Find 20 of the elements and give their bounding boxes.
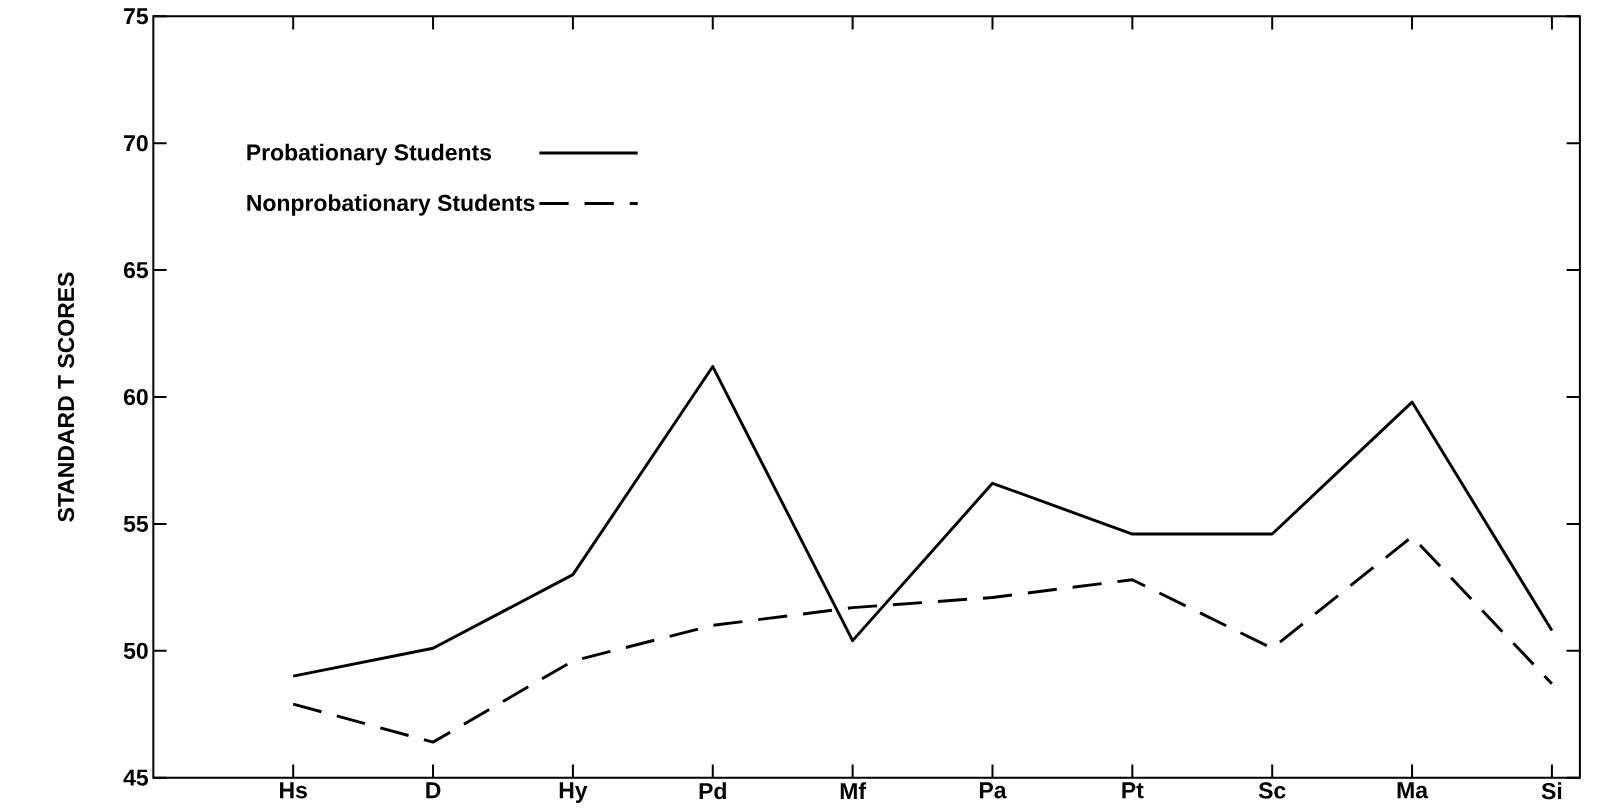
y-tick-label: 55	[123, 515, 148, 532]
legend-label: Probationary Students	[247, 143, 492, 166]
x-tick-label: Pa	[979, 782, 1007, 799]
x-tick-label: Mf	[840, 782, 867, 799]
x-tick-label: D	[426, 782, 441, 799]
y-tick-label: 75	[124, 8, 148, 25]
x-tick-label: Hs	[280, 782, 307, 799]
y-tick-label: 65	[123, 261, 148, 279]
legend-label: Nonprobationary Students	[247, 194, 535, 216]
x-tick-label: Si	[1541, 782, 1562, 800]
y-axis-title: STANDARD T SCORES	[57, 272, 75, 522]
x-tick-label: Ma	[1397, 782, 1429, 799]
x-tick-label: Hy	[559, 782, 588, 803]
y-tick-label: 50	[123, 642, 148, 659]
y-tick-label: 45	[123, 769, 148, 786]
x-tick-label: Pt	[1122, 782, 1144, 799]
y-tick-label: 70	[124, 135, 148, 152]
x-tick-label: Sc	[1258, 782, 1286, 799]
y-tick-label: 60	[123, 388, 148, 406]
x-tick-label: Pd	[699, 782, 726, 800]
